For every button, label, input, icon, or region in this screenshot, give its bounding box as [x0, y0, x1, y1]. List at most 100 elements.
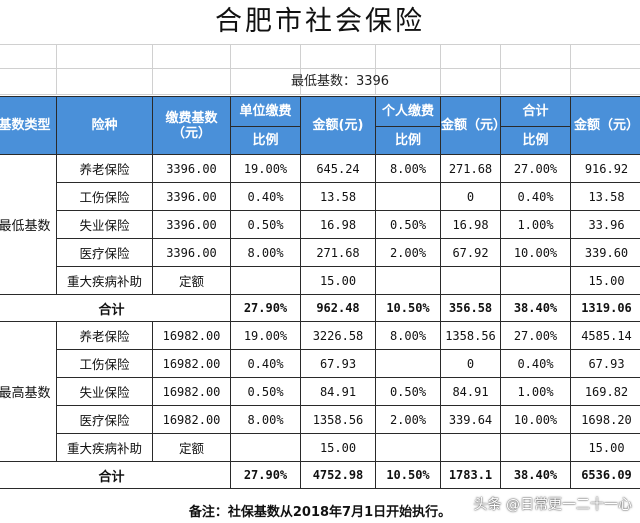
table-cell: 10.00%	[500, 238, 571, 267]
table-cell: 271.68	[300, 238, 376, 267]
table-row: 失业保险 16982.00 0.50% 84.91 0.50% 84.91 1.…	[0, 377, 640, 406]
table-cell: 1.00%	[500, 210, 571, 239]
table-cell: 10.50%	[375, 294, 441, 322]
grid-line	[375, 44, 376, 94]
table-cell: 4585.14	[570, 321, 640, 350]
table-cell: 0.40%	[230, 349, 301, 378]
table-cell: 1358.56	[300, 405, 376, 434]
header-insurance: 险种	[56, 96, 153, 155]
grid-line	[570, 44, 571, 94]
footnote: 备注：社保基数从2018年7月1日开始执行。	[188, 505, 452, 520]
table-cell: 16982.00	[152, 405, 231, 434]
table-cell	[500, 266, 571, 295]
insurance-name: 医疗保险	[56, 405, 153, 434]
table-cell	[230, 266, 301, 295]
table-cell: 3396.00	[152, 182, 231, 211]
sum-row: 合计 27.90% 962.48 10.50% 356.58 38.40% 13…	[0, 294, 640, 322]
insurance-name: 养老保险	[56, 154, 153, 183]
table-cell: 15.00	[300, 433, 376, 462]
table-cell	[375, 349, 441, 378]
table-cell: 16982.00	[152, 377, 231, 406]
header-personal: 个人缴费	[375, 96, 441, 127]
table-cell: 1319.06	[570, 294, 640, 322]
grid-line	[0, 68, 640, 69]
table-cell: 339.60	[570, 238, 640, 267]
table-cell: 16.98	[300, 210, 376, 239]
header-base: 缴费基数（元）	[152, 96, 231, 155]
table-row: 医疗保险 3396.00 8.00% 271.68 2.00% 67.92 10…	[0, 238, 640, 267]
insurance-name: 医疗保险	[56, 238, 153, 267]
table-cell: 0	[440, 349, 501, 378]
table-cell: 8.00%	[375, 154, 441, 183]
table-cell: 84.91	[440, 377, 501, 406]
table-cell	[440, 266, 501, 295]
grid-line	[230, 44, 231, 94]
table-cell	[230, 433, 301, 462]
grid-line	[0, 44, 640, 45]
insurance-name: 养老保险	[56, 321, 153, 350]
table-cell: 定额	[152, 433, 231, 462]
table-cell: 15.00	[570, 433, 640, 462]
table-cell: 38.40%	[500, 461, 571, 489]
header-base-type: 基数类型	[0, 96, 57, 155]
grid-line	[440, 44, 441, 94]
table-cell: 1783.1	[440, 461, 501, 489]
table-cell: 16982.00	[152, 349, 231, 378]
header-unit: 单位缴费	[230, 96, 301, 127]
group-label: 最高基数	[0, 321, 57, 462]
table-cell: 10.00%	[500, 405, 571, 434]
insurance-name: 重大疾病补助	[56, 433, 153, 462]
page-title: 合肥市社会保险	[215, 6, 425, 37]
table-cell: 962.48	[300, 294, 376, 322]
table-cell: 15.00	[300, 266, 376, 295]
table-cell: 67.93	[570, 349, 640, 378]
table-cell: 2.00%	[375, 238, 441, 267]
watermark: 头条 @日常更一二十一心	[473, 497, 632, 513]
table-cell: 0.50%	[230, 377, 301, 406]
table-cell: 0.50%	[375, 210, 441, 239]
table-cell: 67.93	[300, 349, 376, 378]
table-row: 最低基数 养老保险 3396.00 19.00% 645.24 8.00% 27…	[0, 154, 640, 295]
table-cell: 0.40%	[500, 349, 571, 378]
table-cell: 4752.98	[300, 461, 376, 489]
table-cell: 0.40%	[500, 182, 571, 211]
header-personal-amount: 金额（元）	[440, 96, 501, 155]
table-cell: 27.00%	[500, 321, 571, 350]
grid-line	[56, 44, 57, 94]
table-cell	[375, 433, 441, 462]
table-cell: 6536.09	[570, 461, 640, 489]
insurance-name: 失业保险	[56, 377, 153, 406]
table-cell: 33.96	[570, 210, 640, 239]
table-cell: 916.92	[570, 154, 640, 183]
table-cell: 0	[440, 182, 501, 211]
table-cell: 3396.00	[152, 154, 231, 183]
insurance-table: 基数类型 险种 缴费基数（元） 单位缴费 金额(元) 个人缴费 金额（元） 合计…	[0, 96, 640, 489]
table-cell	[375, 266, 441, 295]
insurance-name: 重大疾病补助	[56, 266, 153, 295]
table-cell: 356.58	[440, 294, 501, 322]
table-cell: 339.64	[440, 405, 501, 434]
table-cell: 10.50%	[375, 461, 441, 489]
table-row: 重大疾病补助 定额 15.00 15.00	[0, 433, 640, 462]
table-cell: 27.90%	[230, 461, 301, 489]
header-personal-ratio: 比例	[375, 126, 441, 155]
table-cell: 84.91	[300, 377, 376, 406]
table-cell: 19.00%	[230, 321, 301, 350]
table-cell: 16.98	[440, 210, 501, 239]
grid-line	[500, 44, 501, 94]
table-row: 工伤保险 16982.00 0.40% 67.93 0 0.40% 67.93	[0, 349, 640, 378]
table-row: 失业保险 3396.00 0.50% 16.98 0.50% 16.98 1.0…	[0, 210, 640, 239]
table-cell: 定额	[152, 266, 231, 295]
table-cell: 0.40%	[230, 182, 301, 211]
table-cell: 27.90%	[230, 294, 301, 322]
insurance-name: 失业保险	[56, 210, 153, 239]
insurance-name: 工伤保险	[56, 182, 153, 211]
grid-line	[300, 44, 301, 94]
grid-line	[0, 94, 640, 95]
table-cell: 3396.00	[152, 238, 231, 267]
grid-line	[152, 44, 153, 94]
table-cell: 13.58	[300, 182, 376, 211]
table-cell: 19.00%	[230, 154, 301, 183]
minimum-base-label: 最低基数：3396	[290, 74, 390, 89]
insurance-name: 工伤保险	[56, 349, 153, 378]
